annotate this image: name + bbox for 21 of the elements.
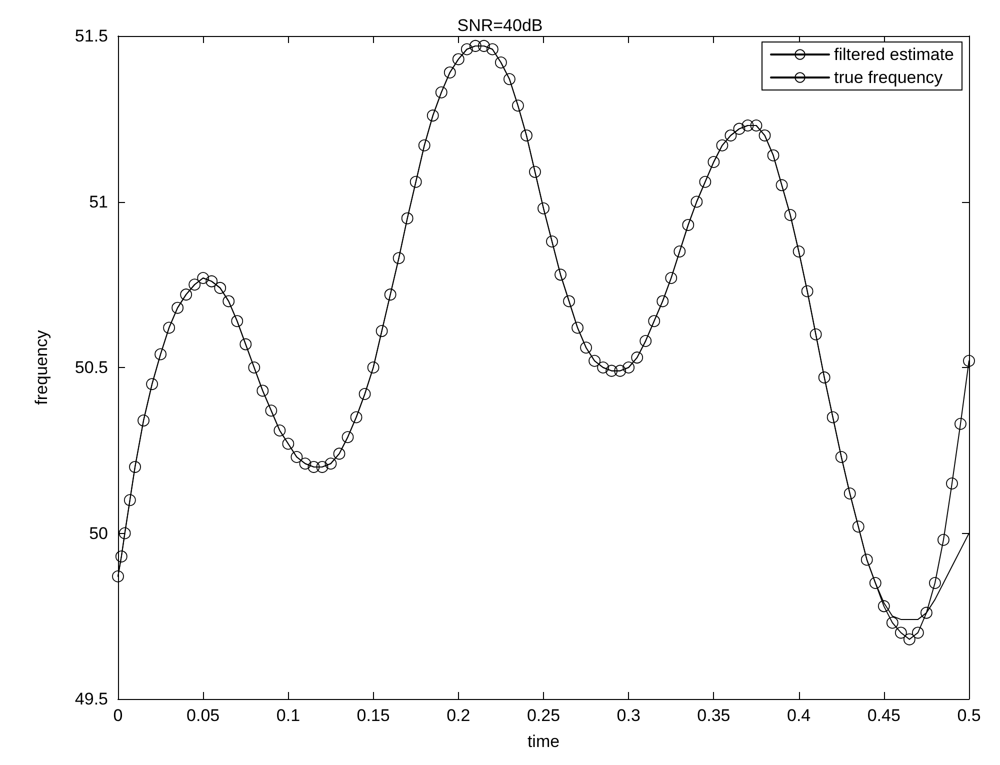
x-tick-label: 0.2: [446, 706, 470, 725]
x-tick-label: 0.15: [356, 706, 390, 725]
y-axis-title: frequency: [32, 330, 51, 405]
y-tick-label: 51.5: [74, 26, 108, 46]
y-tick-label: 50: [89, 524, 108, 543]
y-tick-label: 51: [89, 192, 108, 212]
x-tick-label: 0.5: [957, 706, 981, 725]
y-tick-label: 49.5: [74, 690, 108, 708]
x-tick-label: 0.25: [526, 706, 560, 725]
legend-label: true frequency: [834, 68, 944, 87]
chart-title: SNR=40dB: [457, 16, 543, 35]
x-axis-title: time: [527, 732, 560, 751]
x-tick-label: 0.35: [697, 706, 730, 725]
legend-label: filtered estimate: [834, 45, 954, 64]
y-tick-label: 50.5: [74, 358, 108, 377]
x-tick-label: 0.45: [867, 706, 900, 725]
x-tick-label: 0.3: [616, 706, 640, 725]
x-tick-label: 0.4: [786, 706, 811, 725]
x-tick-label: 0: [113, 706, 123, 725]
x-tick-label: 0.1: [276, 706, 300, 725]
x-tick-label: 0.05: [186, 706, 220, 725]
